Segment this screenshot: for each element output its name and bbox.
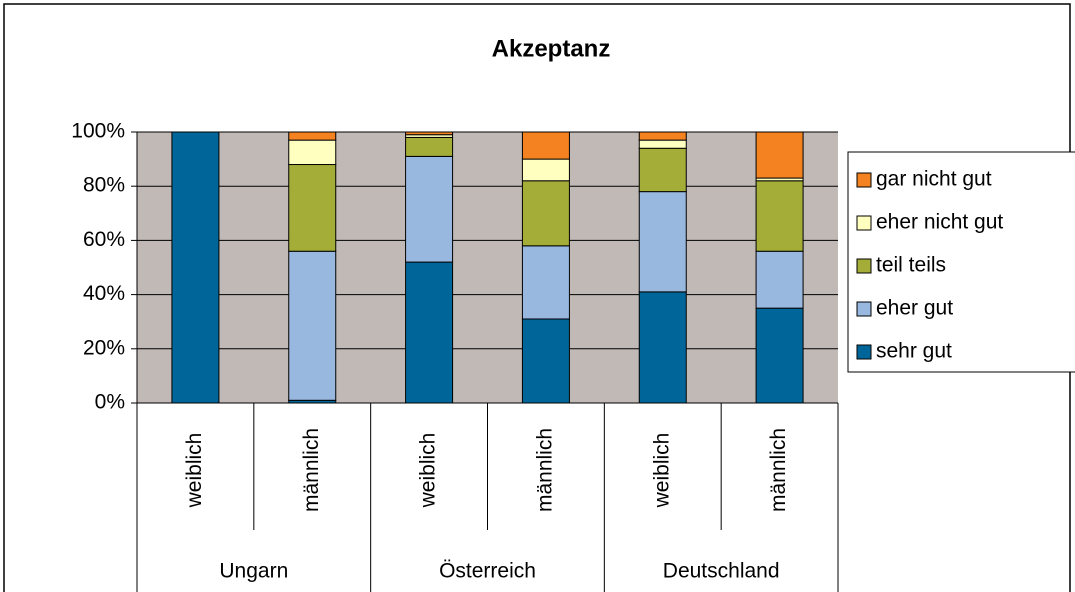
y-tick-label: 60% [83,228,125,251]
y-tick-label: 40% [83,282,125,305]
legend-swatch [856,301,872,317]
bar-segment [288,250,337,401]
bar-segment [755,250,804,309]
bar-segment [288,131,337,141]
legend-label: teil teils [876,254,946,277]
x-tick-label: weiblich [183,433,206,509]
legend-label: sehr gut [876,340,952,363]
legend-box [847,151,1075,373]
x-tick-label: weiblich [650,433,673,509]
bar-segment [521,131,570,160]
bar-segment [755,307,804,404]
legend-swatch [856,258,872,274]
bar-segment [755,131,804,179]
bar-segment [405,155,454,263]
legend-label: eher gut [876,297,953,320]
plot-area [137,132,838,403]
x-tick-label: männlich [300,428,323,512]
y-tick-label: 20% [83,336,125,359]
group-label: Ungarn [219,560,288,583]
group-label: Deutschland [663,560,780,583]
legend-label: gar nicht gut [876,168,992,191]
legend-label: eher nicht gut [876,211,1003,234]
bar-segment [171,131,220,404]
bar-segment [638,131,687,141]
y-tick-label: 0% [95,391,125,414]
legend-swatch [856,172,872,188]
bar-segment [638,147,687,193]
legend-swatch [856,215,872,231]
bar-segment [405,131,454,136]
bar-segment [755,180,804,252]
bar-segment [405,136,454,157]
y-tick-label: 80% [83,174,125,197]
x-tick-label: männlich [767,428,790,512]
legend-swatch [856,344,872,360]
chart-title: Akzeptanz [492,35,611,62]
y-tick-label: 100% [71,120,125,143]
x-tick-label: männlich [533,428,556,512]
bar-segment [521,245,570,320]
bar-segment [288,139,337,166]
x-tick-label: weiblich [417,433,440,509]
bar-segment [638,139,687,149]
bar-segment [638,291,687,404]
group-label: Österreich [439,560,536,583]
bar-segment [521,158,570,182]
bar-segment [638,191,687,293]
bar-segment [521,180,570,247]
bar-segment [288,164,337,252]
bar-segment [405,261,454,404]
bar-segment [521,318,570,404]
